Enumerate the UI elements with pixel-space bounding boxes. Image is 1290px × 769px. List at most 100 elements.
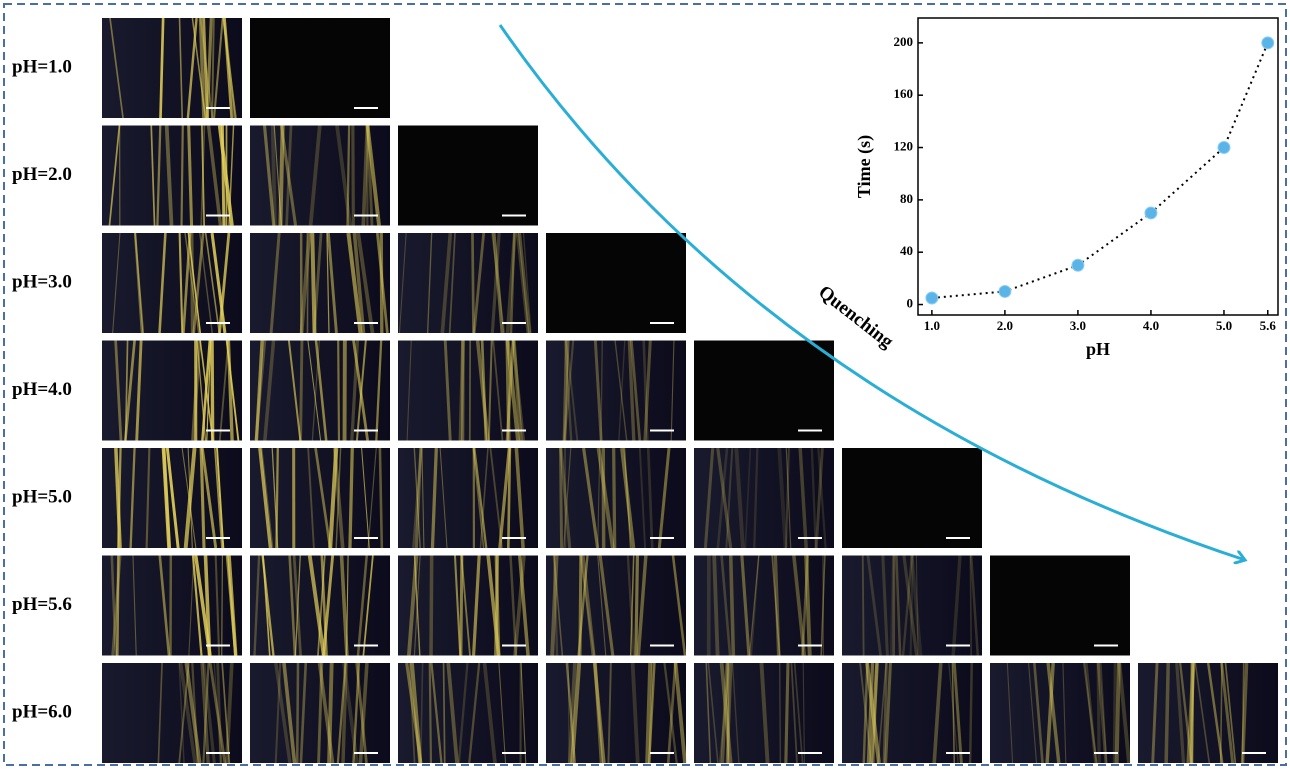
fiber <box>225 340 240 441</box>
micrograph <box>990 555 1130 656</box>
micrograph <box>546 340 686 441</box>
fiber <box>597 447 601 549</box>
x-tick-label: 3.0 <box>1070 318 1086 333</box>
micrograph <box>546 555 686 656</box>
fiber-streaks <box>559 447 671 549</box>
fiber <box>426 232 433 334</box>
fiber <box>159 17 165 119</box>
fiber <box>406 555 419 656</box>
fiber <box>626 555 635 656</box>
fiber <box>1175 662 1186 764</box>
fiber <box>512 340 523 441</box>
figure-border <box>3 3 1287 766</box>
fiber <box>498 447 511 549</box>
fiber <box>346 125 351 226</box>
fiber <box>258 447 273 549</box>
fiber-streaks <box>705 662 805 764</box>
fiber <box>187 447 193 549</box>
fiber <box>909 555 914 656</box>
fiber <box>317 662 324 764</box>
fiber <box>578 555 583 656</box>
fiber-streaks <box>1006 662 1131 764</box>
fiber <box>190 232 195 334</box>
fiber <box>191 17 207 119</box>
fiber <box>405 662 423 764</box>
fiber <box>861 555 865 656</box>
y-tick-label: 40 <box>900 243 913 258</box>
micrograph <box>842 448 982 548</box>
fiber <box>802 662 805 764</box>
fiber-streaks <box>253 555 374 656</box>
fiber <box>187 232 202 334</box>
fiber <box>261 555 275 656</box>
fiber <box>178 232 184 334</box>
fiber <box>634 555 640 656</box>
fiber <box>199 447 206 549</box>
fiber <box>793 662 804 764</box>
micrograph <box>102 555 242 656</box>
fiber <box>409 662 423 764</box>
y-tick-label: 160 <box>894 86 914 101</box>
fiber <box>563 340 575 441</box>
fiber <box>479 447 489 549</box>
fiber <box>749 555 760 656</box>
fiber <box>472 232 486 334</box>
fiber-streaks <box>110 555 238 656</box>
fiber <box>221 555 223 656</box>
fiber <box>199 17 214 119</box>
fiber <box>419 662 424 764</box>
fiber <box>491 232 506 334</box>
fiber <box>335 125 352 226</box>
fiber <box>361 125 370 226</box>
fiber <box>565 340 579 441</box>
fiber-streaks <box>269 232 389 334</box>
fiber <box>673 662 687 764</box>
fiber-streaks <box>550 555 687 656</box>
fiber <box>952 662 963 764</box>
fiber <box>480 340 488 441</box>
fiber-streaks <box>114 340 240 441</box>
micrograph <box>250 125 390 226</box>
fiber <box>406 340 412 441</box>
y-tick-label: 200 <box>894 34 914 49</box>
fiber <box>117 447 122 549</box>
micrograph <box>1138 663 1278 763</box>
fiber-streaks <box>565 662 687 764</box>
fiber <box>785 447 790 549</box>
fiber <box>178 17 184 119</box>
fiber <box>453 555 462 656</box>
fiber <box>580 555 596 656</box>
fiber <box>112 232 121 334</box>
fiber <box>194 555 212 656</box>
fiber <box>506 447 512 549</box>
fiber <box>317 662 335 764</box>
micrograph <box>398 233 538 333</box>
fiber <box>299 662 308 764</box>
fiber <box>109 17 124 119</box>
fiber <box>214 447 223 549</box>
fiber <box>307 447 315 549</box>
fiber <box>263 340 276 441</box>
fiber <box>222 17 237 119</box>
micrograph <box>398 125 538 226</box>
fiber <box>295 662 300 764</box>
fiber <box>225 555 238 656</box>
fiber <box>520 662 527 764</box>
fiber-streaks <box>412 447 525 549</box>
fiber <box>1045 662 1055 764</box>
image-grid: pH=1.0 pH=2.0 pH=3.0 pH=4.0 pH=5.0 pH=5.6 pH=6… <box>12 17 1278 764</box>
y-tick-label: 80 <box>900 191 913 206</box>
fiber <box>771 555 781 656</box>
fiber <box>178 662 185 764</box>
fiber <box>178 662 197 764</box>
fiber <box>968 662 973 764</box>
fiber <box>287 340 302 441</box>
micrograph <box>250 18 390 118</box>
fiber <box>492 232 504 334</box>
fiber <box>648 662 656 764</box>
fiber <box>253 555 261 656</box>
fiber <box>187 125 194 226</box>
fiber <box>630 340 642 441</box>
fiber <box>414 447 423 549</box>
